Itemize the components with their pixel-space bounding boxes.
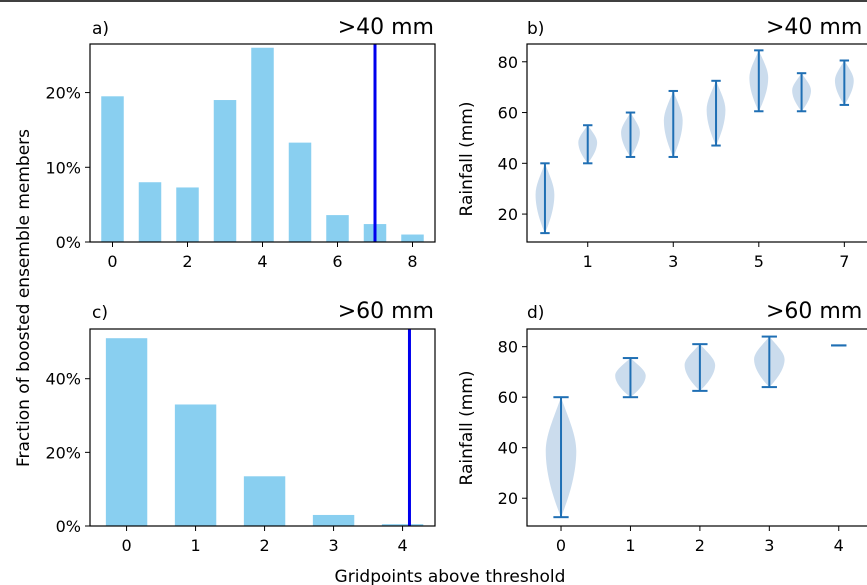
bar-1	[174, 404, 217, 526]
panel-d-plot: 0 1 2 3 4 20 40 60 80	[498, 328, 867, 555]
plot-frame	[89, 328, 436, 527]
y-tick-label: 20	[498, 489, 518, 508]
y-tick-label: 40	[498, 154, 518, 173]
bar-3	[213, 100, 237, 242]
y-tick-label: 80	[498, 338, 518, 357]
plot-frame	[526, 43, 867, 243]
y-tick-label: 40	[498, 439, 518, 458]
panel-a-label: a)	[92, 19, 109, 39]
x-tick-label: 1	[190, 536, 200, 555]
bar-1	[138, 182, 162, 242]
x-tick-label: 4	[257, 252, 267, 271]
bar-6	[326, 215, 349, 242]
x-tick-label: 8	[407, 252, 417, 271]
x-tick-label: 1	[583, 252, 593, 271]
x-tick-label: 3	[764, 536, 774, 555]
panel-b-label: b)	[527, 19, 544, 39]
bar-5	[288, 142, 312, 242]
x-tick-label: 3	[328, 536, 338, 555]
panel-c-title: >60 mm	[338, 299, 434, 324]
panel-b-title: >40 mm	[766, 15, 862, 40]
x-tick-label: 3	[668, 252, 678, 271]
y-tick-label: 10%	[45, 158, 81, 177]
y-tick-label: 20%	[45, 443, 81, 462]
x-tick-label: 1	[625, 536, 635, 555]
x-tick-label: 5	[754, 252, 764, 271]
y-tick-label: 60	[498, 104, 518, 123]
bar-8	[401, 234, 424, 242]
panel-b-ylabel: Rainfall (mm)	[457, 102, 477, 217]
y-tick-label: 20	[498, 205, 518, 224]
bar-3	[312, 514, 355, 526]
x-tick-label: 0	[107, 252, 117, 271]
panel-b-plot: 1 3 5 7 20 40 60 80	[498, 43, 867, 271]
x-tick-label: 7	[839, 252, 849, 271]
y-tick-label: 20%	[45, 84, 81, 103]
y-tick-label: 0%	[56, 233, 81, 252]
y-tick-label: 40%	[45, 370, 81, 389]
shared-xlabel: Gridpoints above threshold	[335, 567, 566, 585]
bar-2	[243, 476, 286, 526]
bar-4	[381, 524, 424, 526]
panel-d: d) >60 mm Rainfall (mm) 0 1 2 3 4 20 40 60 80	[457, 299, 867, 555]
x-tick-label: 6	[332, 252, 342, 271]
shared-ylabel: Fraction of boosted ensemble members	[14, 129, 34, 467]
x-tick-label: 4	[834, 536, 844, 555]
x-tick-label: 2	[259, 536, 269, 555]
y-tick-label: 60	[498, 388, 518, 407]
panel-b: b) >40 mm Rainfall (mm) 1 3 5 7 20 40 60 80	[457, 15, 867, 271]
bar-0	[101, 96, 124, 243]
panel-d-ylabel: Rainfall (mm)	[457, 371, 477, 486]
panel-a-plot: 0 2 4 6 8 0% 10% 20%	[45, 43, 436, 271]
panel-c-label: c)	[92, 303, 108, 323]
panel-d-label: d)	[527, 303, 544, 323]
panel-d-title: >60 mm	[766, 299, 862, 324]
bar-4	[251, 47, 274, 243]
x-tick-label: 0	[556, 536, 566, 555]
x-tick-label: 2	[182, 252, 192, 271]
panel-a-title: >40 mm	[338, 15, 434, 40]
x-tick-label: 4	[397, 536, 407, 555]
bar-0	[105, 338, 148, 526]
panel-c: c) >60 mm 0 1 2 3 40%20%40%	[45, 299, 436, 555]
panel-a: a) >40 mm 0 2 4 6 8 0% 10% 20%	[45, 15, 436, 271]
y-tick-label: 80	[498, 53, 518, 72]
x-tick-label: 2	[695, 536, 705, 555]
x-tick-label: 0	[121, 536, 131, 555]
panel-c-plot: 0 1 2 3 40%20%40%	[45, 328, 436, 555]
plot-frame	[526, 328, 867, 527]
y-tick-label: 0%	[56, 517, 81, 536]
bar-2	[176, 187, 199, 242]
